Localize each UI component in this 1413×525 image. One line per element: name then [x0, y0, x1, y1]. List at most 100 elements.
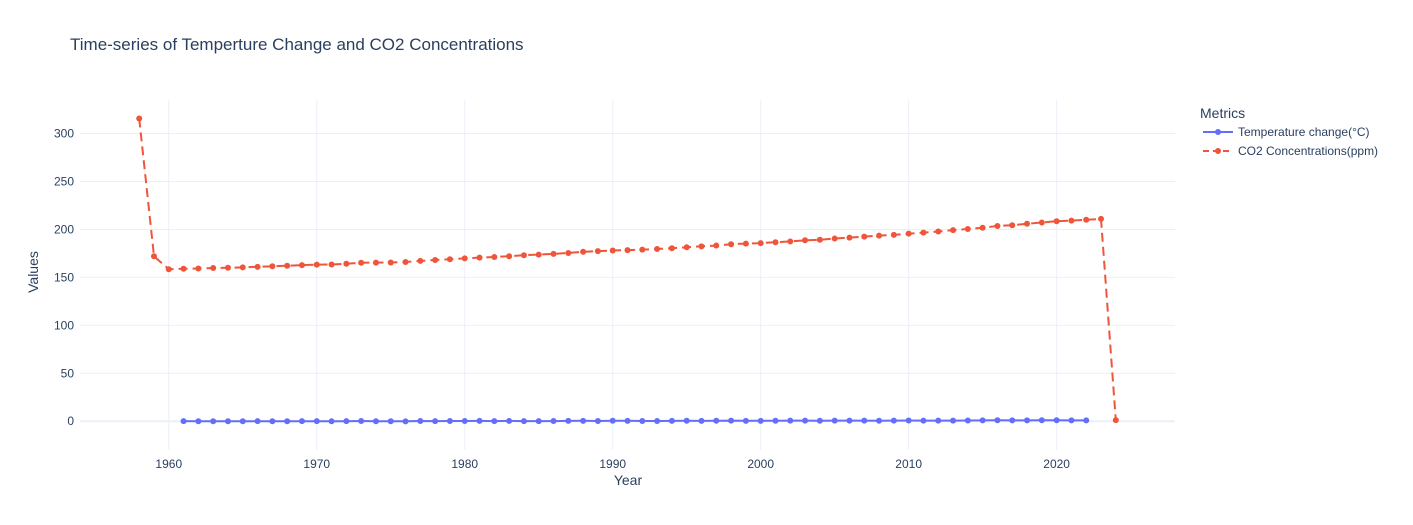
y-tick-label: 100: [54, 318, 74, 332]
chart-title: Time-series of Temperture Change and CO2…: [70, 35, 524, 54]
data-point: [535, 418, 542, 425]
data-point: [1038, 219, 1045, 226]
data-point: [313, 418, 320, 425]
data-point: [728, 241, 735, 248]
plot-area: [136, 115, 1119, 425]
data-point: [816, 417, 823, 424]
data-point: [935, 417, 942, 424]
data-point: [372, 259, 379, 266]
data-point: [580, 417, 587, 424]
data-point: [387, 259, 394, 266]
data-point: [476, 417, 483, 424]
data-point: [728, 417, 735, 424]
data-point: [1068, 217, 1075, 224]
data-point: [284, 418, 291, 425]
data-point: [565, 417, 572, 424]
data-point: [1009, 222, 1016, 229]
data-point: [195, 418, 202, 425]
data-point: [535, 251, 542, 258]
data-point: [654, 246, 661, 253]
data-point: [639, 246, 646, 253]
data-point: [861, 233, 868, 240]
data-point: [1038, 417, 1045, 424]
y-tick-label: 150: [54, 270, 74, 284]
y-tick-label: 200: [54, 222, 74, 236]
data-point: [1009, 417, 1016, 424]
data-point: [1083, 216, 1090, 223]
data-point: [757, 240, 764, 247]
data-point: [580, 248, 587, 255]
data-point: [328, 418, 335, 425]
data-point: [417, 257, 424, 264]
data-point: [550, 418, 557, 425]
data-point: [343, 260, 350, 267]
data-point: [1083, 417, 1090, 424]
data-point: [343, 418, 350, 425]
x-axis-title: Year: [614, 472, 643, 488]
data-point: [1053, 218, 1060, 225]
data-point: [846, 234, 853, 241]
data-point: [846, 417, 853, 424]
data-point: [506, 253, 513, 260]
y-axis-title: Values: [25, 251, 41, 293]
y-tick-label: 50: [61, 366, 75, 380]
x-tick-label: 1960: [155, 457, 182, 471]
data-point: [476, 254, 483, 261]
data-point: [742, 417, 749, 424]
series-0: [180, 417, 1090, 425]
x-tick-label: 1970: [303, 457, 330, 471]
data-point: [239, 418, 246, 425]
data-point: [210, 418, 217, 425]
data-point: [461, 417, 468, 424]
data-point: [550, 250, 557, 257]
x-tick-label: 1990: [599, 457, 626, 471]
series-1: [136, 115, 1119, 424]
data-point: [269, 418, 276, 425]
data-point: [772, 239, 779, 246]
legend-marker: [1215, 129, 1221, 135]
y-tick-label: 0: [67, 414, 74, 428]
data-point: [713, 417, 720, 424]
legend-item-0: Temperature change(°C): [1203, 125, 1370, 139]
data-point: [831, 235, 838, 242]
data-point: [1068, 417, 1075, 424]
data-point: [491, 253, 498, 260]
legend-item-1: CO2 Concentrations(ppm): [1203, 144, 1378, 158]
series-line: [138, 118, 1117, 421]
data-point: [979, 417, 986, 424]
legend-label: Temperature change(°C): [1238, 125, 1370, 139]
data-point: [609, 417, 616, 424]
data-point: [239, 264, 246, 271]
data-point: [328, 261, 335, 268]
data-point: [298, 262, 305, 269]
data-point: [432, 418, 439, 425]
data-point: [920, 229, 927, 236]
data-point: [358, 417, 365, 424]
data-point: [224, 264, 231, 271]
data-point: [594, 248, 601, 255]
data-point: [920, 417, 927, 424]
data-point: [269, 263, 276, 270]
data-point: [964, 225, 971, 232]
data-point: [594, 417, 601, 424]
data-point: [950, 417, 957, 424]
data-point: [668, 245, 675, 252]
data-point: [1024, 220, 1031, 227]
data-point: [639, 418, 646, 425]
data-point: [387, 418, 394, 425]
legend-title: Metrics: [1200, 105, 1245, 121]
data-point: [313, 261, 320, 268]
x-tick-label: 1980: [451, 457, 478, 471]
data-point: [1112, 417, 1119, 424]
data-point: [210, 265, 217, 271]
data-point: [698, 243, 705, 250]
data-point: [742, 240, 749, 247]
data-point: [609, 247, 616, 254]
data-point: [890, 417, 897, 424]
data-point: [935, 228, 942, 235]
data-point: [358, 259, 365, 266]
data-point: [668, 417, 675, 424]
x-tick-label: 2010: [895, 457, 922, 471]
data-point: [417, 418, 424, 425]
